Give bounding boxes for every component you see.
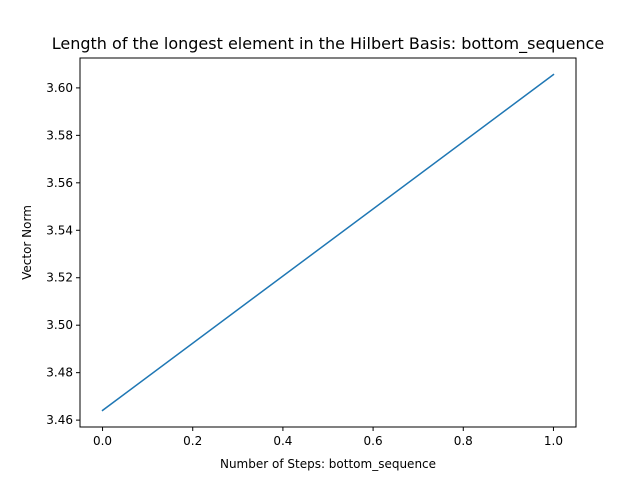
y-tick-label: 3.56: [46, 176, 73, 190]
series-line: [101, 73, 555, 412]
y-tick-label: 3.46: [46, 413, 73, 427]
x-tick-label: 0.6: [364, 434, 383, 448]
y-tick-label: 3.54: [46, 223, 73, 237]
x-tick-label: 0.4: [273, 434, 292, 448]
x-axis-label: Number of Steps: bottom_sequence: [220, 457, 436, 471]
y-axis-label: Vector Norm: [20, 205, 34, 280]
x-tick-label: 0.0: [93, 434, 112, 448]
y-tick-label: 3.48: [46, 366, 73, 380]
y-tick-label: 3.52: [46, 271, 73, 285]
series-layer: [101, 73, 555, 412]
chart-title: Length of the longest element in the Hil…: [52, 34, 604, 54]
x-tick-label: 0.2: [183, 434, 202, 448]
x-tick-label: 0.8: [454, 434, 473, 448]
y-axis: 3.46 3.48 3.50 3.52 3.54 3.56 3.58 3.60: [46, 81, 80, 427]
y-tick-label: 3.58: [46, 128, 73, 142]
x-axis: 0.0 0.2 0.4 0.6 0.8 1.0: [93, 427, 563, 448]
x-tick-label: 1.0: [544, 434, 563, 448]
y-tick-label: 3.50: [46, 318, 73, 332]
plot-area-frame: [79, 57, 577, 428]
y-tick-label: 3.60: [46, 81, 73, 95]
